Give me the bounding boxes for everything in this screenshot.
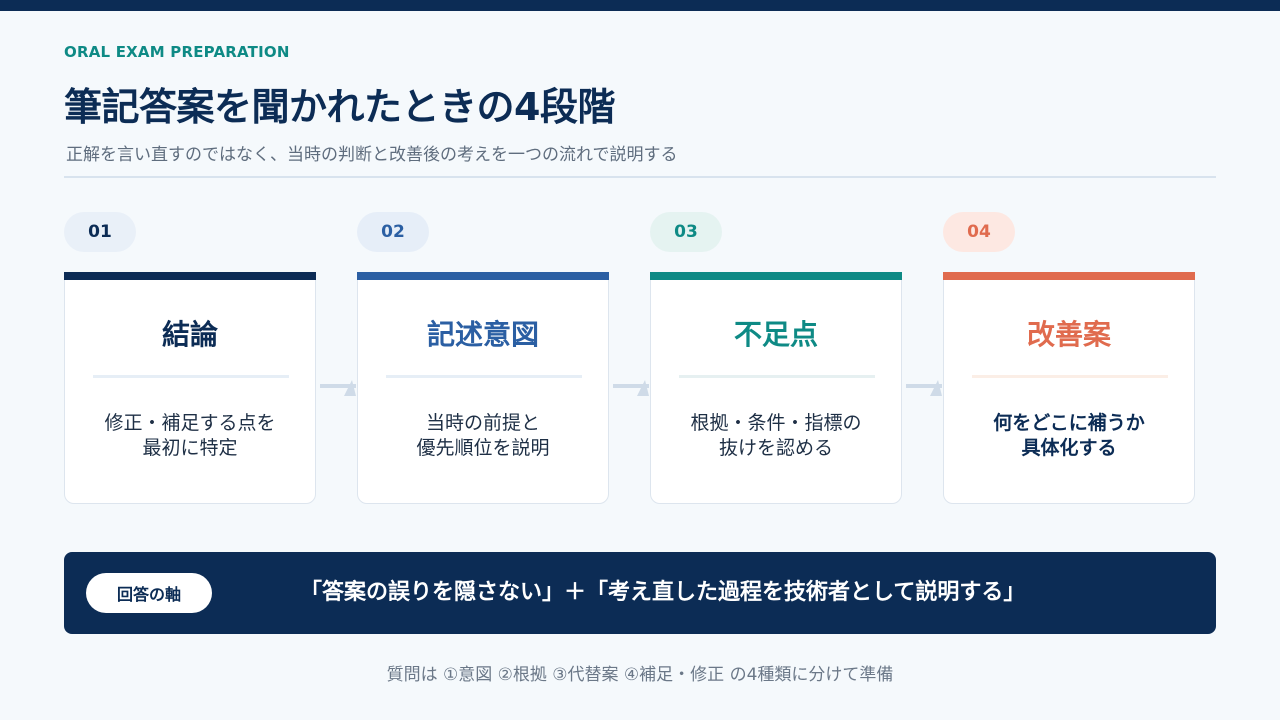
card-body-line: 当時の前提と bbox=[425, 412, 540, 434]
card-body: 何をどこに補うか 具体化する bbox=[954, 411, 1184, 461]
answer-axis-text: 「答案の誤りを隠さない」＋「考え直した過程を技術者として説明する」 bbox=[300, 580, 1026, 605]
card-divider bbox=[972, 375, 1168, 378]
card-accent-band bbox=[650, 272, 902, 280]
card-title: 不足点 bbox=[733, 318, 818, 351]
card-title: 改善案 bbox=[1026, 318, 1111, 351]
flow-arrow-icon bbox=[613, 380, 649, 396]
footnote: 質問は ①意図 ②根拠 ③代替案 ④補足・修正 の4種類に分けて準備 bbox=[386, 665, 894, 685]
eyebrow-label: ORAL EXAM PREPARATION bbox=[64, 43, 290, 61]
card-title: 記述意図 bbox=[426, 318, 539, 351]
card-accent-band bbox=[357, 272, 609, 280]
card-divider bbox=[93, 375, 289, 378]
card-accent-band bbox=[943, 272, 1195, 280]
step-badge-3: 03 bbox=[650, 212, 722, 252]
card-divider bbox=[386, 375, 582, 378]
top-accent-bar bbox=[0, 0, 1280, 11]
step-card-improvement: 改善案 何をどこに補うか 具体化する bbox=[943, 272, 1195, 504]
page-subtitle: 正解を言い直すのではなく、当時の判断と改善後の考えを一つの流れで説明する bbox=[66, 145, 678, 165]
flow-arrow-icon bbox=[320, 380, 356, 396]
card-body-line: 何をどこに補うか bbox=[993, 412, 1145, 434]
card-title: 結論 bbox=[161, 318, 218, 351]
card-body: 根拠・条件・指標の 抜けを認める bbox=[661, 411, 891, 461]
card-body-line: 最初に特定 bbox=[142, 437, 238, 459]
step-badge-2: 02 bbox=[357, 212, 429, 252]
step-card-conclusion: 結論 修正・補足する点を 最初に特定 bbox=[64, 272, 316, 504]
card-body-line: 優先順位を説明 bbox=[416, 437, 550, 459]
card-divider bbox=[679, 375, 875, 378]
step-card-shortfall: 不足点 根拠・条件・指標の 抜けを認める bbox=[650, 272, 902, 504]
step-badge-1: 01 bbox=[64, 212, 136, 252]
card-body-line: 抜けを認める bbox=[718, 437, 833, 459]
header-divider bbox=[64, 176, 1216, 178]
card-body-line: 修正・補足する点を bbox=[104, 412, 276, 434]
answer-axis-pill: 回答の軸 bbox=[86, 573, 212, 613]
card-body-line: 具体化する bbox=[1021, 437, 1117, 459]
card-accent-band bbox=[64, 272, 316, 280]
answer-axis-banner: 回答の軸 「答案の誤りを隠さない」＋「考え直した過程を技術者として説明する」 bbox=[64, 552, 1216, 634]
page-title: 筆記答案を聞かれたときの4段階 bbox=[64, 85, 615, 129]
step-badge-4: 04 bbox=[943, 212, 1015, 252]
flow-arrow-icon bbox=[906, 380, 942, 396]
step-card-intent: 記述意図 当時の前提と 優先順位を説明 bbox=[357, 272, 609, 504]
card-body: 修正・補足する点を 最初に特定 bbox=[75, 411, 305, 461]
card-body: 当時の前提と 優先順位を説明 bbox=[368, 411, 598, 461]
card-body-line: 根拠・条件・指標の bbox=[690, 412, 862, 434]
